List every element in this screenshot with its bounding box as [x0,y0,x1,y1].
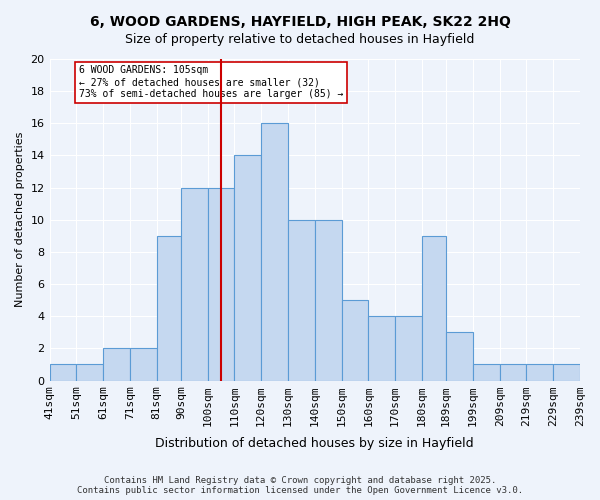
Bar [103,348,130,380]
Bar [368,316,395,380]
X-axis label: Distribution of detached houses by size in Hayfield: Distribution of detached houses by size … [155,437,474,450]
Text: 6, WOOD GARDENS, HAYFIELD, HIGH PEAK, SK22 2HQ: 6, WOOD GARDENS, HAYFIELD, HIGH PEAK, SK… [89,15,511,29]
Bar [50,364,76,380]
Bar [181,188,208,380]
Text: 6 WOOD GARDENS: 105sqm
← 27% of detached houses are smaller (32)
73% of semi-det: 6 WOOD GARDENS: 105sqm ← 27% of detached… [79,66,343,98]
Bar [76,364,103,380]
Bar [157,236,181,380]
Bar [446,332,473,380]
Bar [130,348,157,380]
Bar [526,364,553,380]
Bar [500,364,526,380]
Bar [341,300,368,380]
Bar [553,364,580,380]
Y-axis label: Number of detached properties: Number of detached properties [15,132,25,308]
Bar [235,156,261,380]
Bar [473,364,500,380]
Bar [395,316,422,380]
Bar [422,236,446,380]
Text: Contains HM Land Registry data © Crown copyright and database right 2025.
Contai: Contains HM Land Registry data © Crown c… [77,476,523,495]
Bar [315,220,341,380]
Bar [261,124,288,380]
Bar [288,220,315,380]
Bar [208,188,235,380]
Text: Size of property relative to detached houses in Hayfield: Size of property relative to detached ho… [125,32,475,46]
